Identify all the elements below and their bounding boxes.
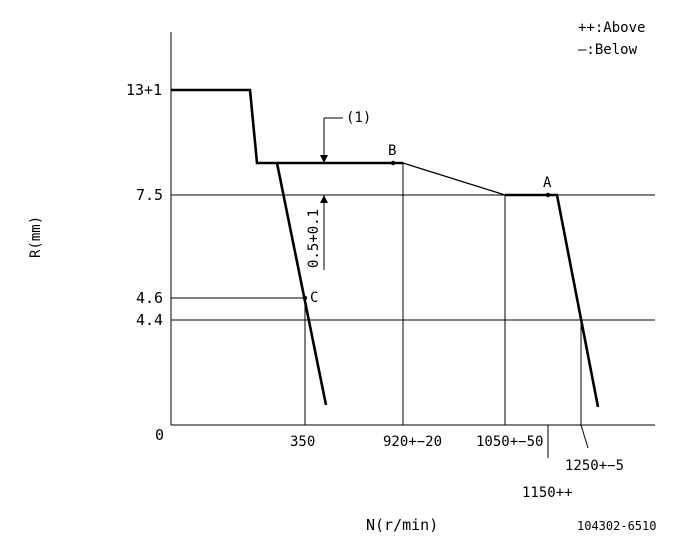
x-axis-label: N(r/min): [366, 516, 438, 534]
part-number: 104302-6510: [577, 519, 656, 533]
dim-arrow-up: [320, 195, 328, 203]
x-tick-350: 350: [290, 434, 315, 450]
point-c-label: C: [310, 290, 318, 306]
leader-1250: [580, 424, 589, 449]
marker-1-label: (1): [346, 110, 371, 126]
dim-arrow-down: [320, 155, 328, 163]
point-b-dot: [390, 160, 396, 166]
y-axis-label: R(mm): [28, 216, 44, 258]
x-tick-920: 920+−20: [383, 434, 442, 450]
x-tick-1050: 1050+−50: [476, 434, 543, 450]
curve-droop: [402, 162, 506, 196]
y-tick-4-6: 4.6: [136, 289, 163, 307]
curve-start-line: [275, 162, 328, 406]
origin-label: 0: [155, 426, 164, 444]
point-a-dot: [545, 192, 551, 198]
point-c-dot: [302, 295, 308, 301]
curve-top-plateau: [171, 88, 403, 165]
dimension-label: 0.5+0.1: [306, 209, 322, 268]
curve-plateau-a: [505, 193, 600, 408]
legend-above: ++:Above: [578, 20, 645, 36]
point-a-label: A: [543, 175, 552, 191]
y-tick-4-4: 4.4: [136, 311, 163, 329]
legend-below: —:Below: [578, 42, 638, 58]
x-tick-1250: 1250+−5: [565, 458, 624, 474]
point-b-label: B: [388, 143, 396, 159]
x-tick-1150: 1150++: [522, 485, 573, 501]
y-tick-13: 13+1: [126, 81, 162, 99]
y-tick-7-5: 7.5: [136, 186, 163, 204]
